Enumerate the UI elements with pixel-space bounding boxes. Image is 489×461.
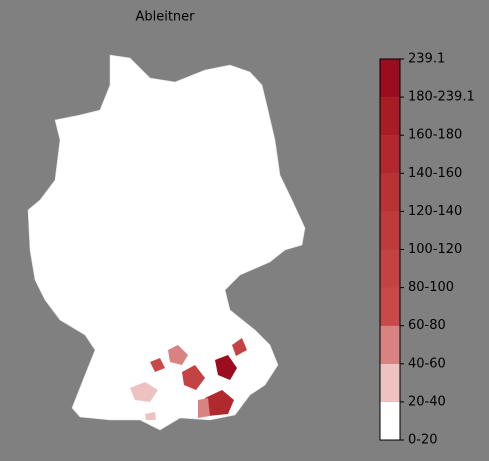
colorbar-label: 80-100	[408, 280, 454, 295]
region	[150, 358, 165, 372]
colorbar-label: 239.1	[408, 52, 445, 67]
colorbar-segment	[380, 211, 400, 250]
germany-outline	[27, 54, 306, 431]
colorbar-label: 0-20	[408, 433, 438, 448]
colorbar-label: 60-80	[408, 318, 446, 333]
colorbar-label: 20-40	[408, 394, 446, 409]
colorbar-segment	[380, 59, 400, 98]
region	[145, 412, 156, 420]
colorbar-segment	[380, 135, 400, 174]
colorbar-label: 40-60	[408, 356, 446, 371]
region	[198, 398, 210, 418]
map-title: Ableitner	[135, 10, 195, 25]
region	[232, 338, 247, 356]
colorbar-label: 180-239.1	[408, 90, 475, 105]
region	[168, 345, 188, 365]
colorbar-segment	[380, 363, 400, 402]
colorbar-segment	[380, 401, 400, 440]
colorbar-segment	[380, 325, 400, 364]
colorbar-segment	[380, 287, 400, 326]
colorbar-segment	[380, 97, 400, 136]
region	[182, 365, 205, 390]
region	[205, 390, 234, 416]
region	[130, 382, 158, 402]
colorbar-label: 120-140	[408, 204, 462, 219]
colorbar-label: 100-120	[408, 242, 462, 257]
colorbar-segment	[380, 249, 400, 288]
region-highlights	[130, 338, 247, 420]
region	[215, 355, 237, 380]
colorbar-label: 160-180	[408, 128, 462, 143]
colorbar-segment	[380, 173, 400, 212]
colorbar-label: 140-160	[408, 166, 462, 181]
